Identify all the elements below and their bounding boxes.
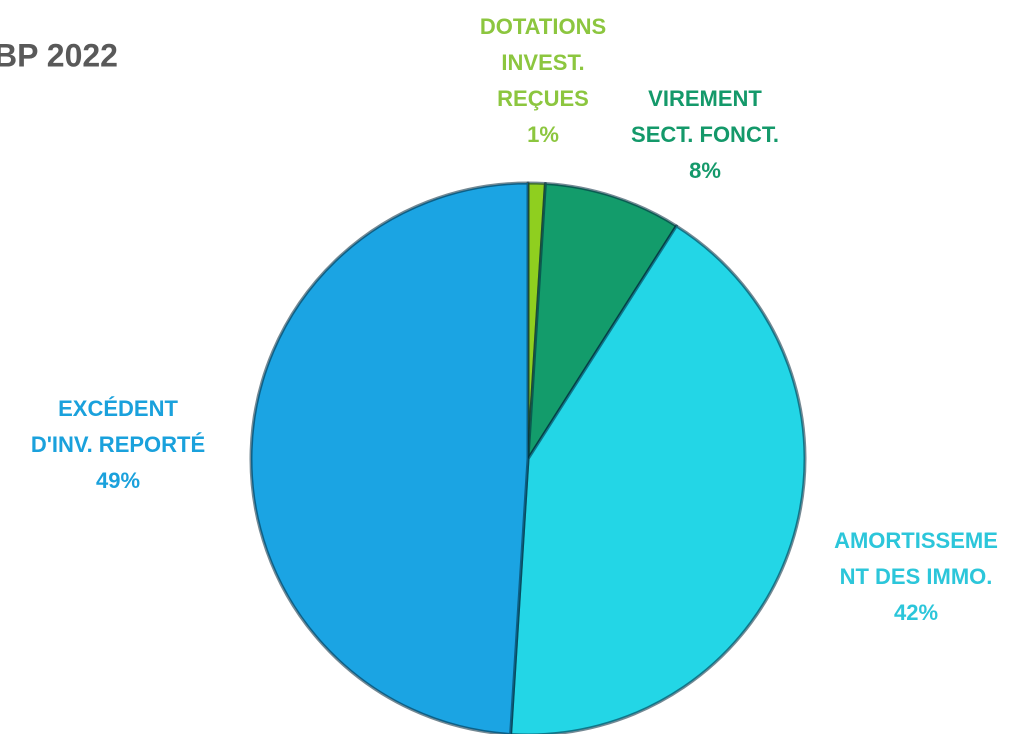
value-label: 49% [96, 468, 140, 493]
pie-slice [509, 224, 807, 734]
slice-label: D'INV. REPORTÉ [31, 432, 205, 457]
slice-label: REÇUES [497, 86, 589, 111]
slice-label: VIREMENT [648, 86, 762, 111]
pie-slice [526, 182, 678, 461]
value-label: 1% [527, 122, 559, 147]
chart-title: BP 2022 [0, 37, 118, 73]
value-label: 8% [689, 158, 721, 183]
slice-label: NT DES IMMO. [840, 564, 993, 589]
pie-slice [249, 181, 530, 734]
value-label: 42% [894, 600, 938, 625]
slice-label: EXCÉDENT [58, 396, 178, 421]
slice-label: AMORTISSEME [834, 528, 998, 553]
slice-label: INVEST. [501, 50, 584, 75]
slice-label: DOTATIONS [480, 14, 606, 39]
slice-label: SECT. FONCT. [631, 122, 779, 147]
